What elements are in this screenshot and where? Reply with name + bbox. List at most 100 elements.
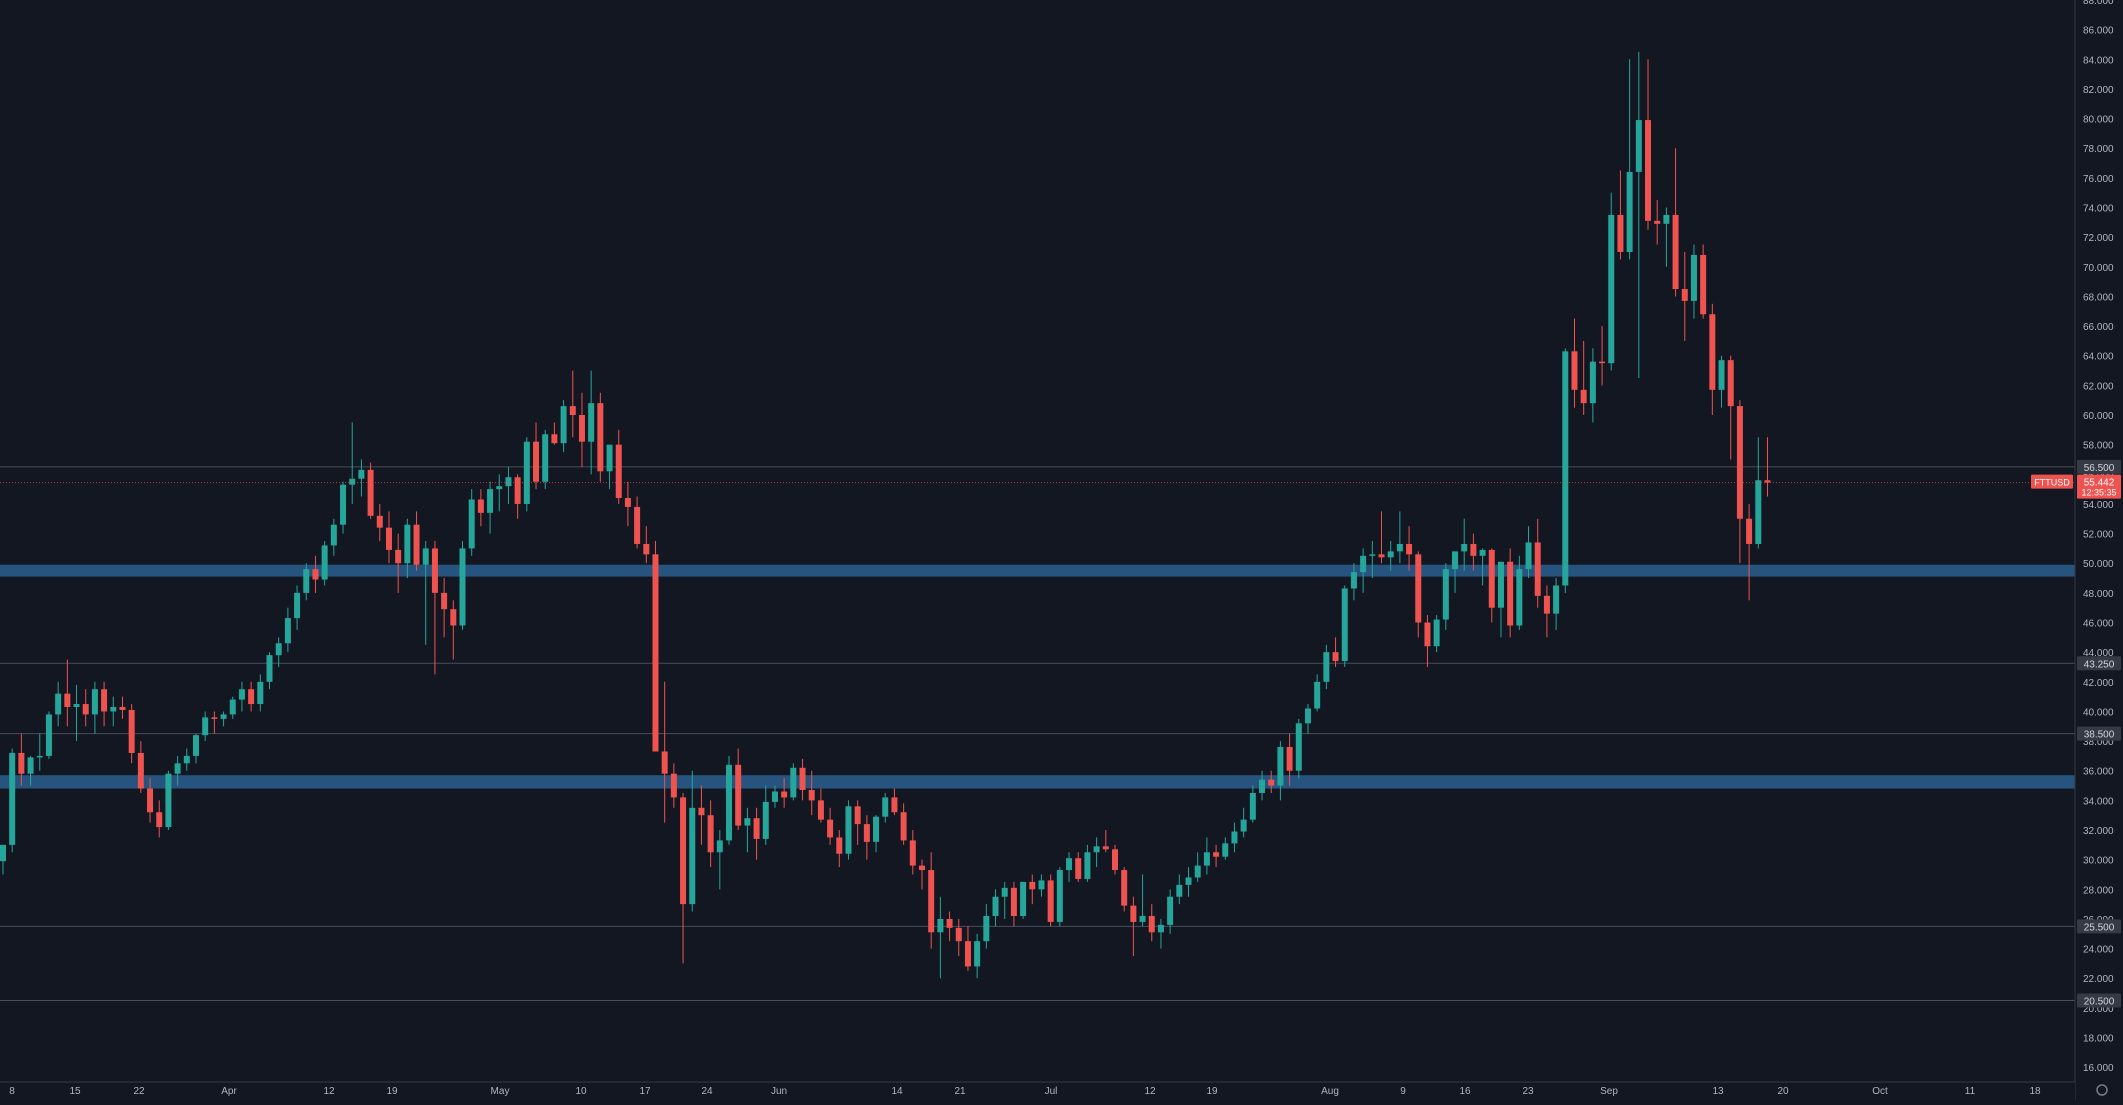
candle[interactable] (1488, 548, 1495, 623)
candle[interactable] (992, 889, 999, 927)
candle[interactable] (1332, 637, 1339, 667)
candle[interactable] (909, 830, 916, 875)
candle[interactable] (937, 896, 944, 979)
candle[interactable] (1222, 837, 1229, 860)
candle[interactable] (303, 563, 310, 601)
candle[interactable] (165, 770, 172, 831)
candles-layer[interactable] (0, 51, 1771, 979)
candle[interactable] (689, 770, 696, 912)
candle[interactable] (248, 681, 255, 712)
candle[interactable] (450, 600, 457, 660)
candle[interactable] (1259, 770, 1266, 801)
candle[interactable] (1066, 852, 1073, 882)
candle[interactable] (1709, 303, 1716, 416)
candle[interactable] (1553, 578, 1560, 630)
candle[interactable] (744, 807, 751, 853)
candle[interactable] (119, 696, 126, 719)
candle[interactable] (1286, 733, 1293, 786)
candle[interactable] (340, 481, 347, 534)
candle[interactable] (1029, 874, 1036, 905)
candle[interactable] (36, 733, 43, 771)
candle[interactable] (257, 674, 264, 712)
candle[interactable] (624, 481, 631, 527)
candle[interactable] (560, 400, 567, 453)
candle[interactable] (459, 541, 466, 630)
candle[interactable] (1479, 548, 1486, 586)
candle[interactable] (275, 637, 282, 667)
candle[interactable] (854, 800, 861, 845)
candle[interactable] (1093, 837, 1100, 868)
candle[interactable] (1084, 844, 1091, 882)
candle[interactable] (211, 711, 218, 734)
candle[interactable] (1203, 837, 1210, 875)
candle[interactable] (1350, 563, 1357, 601)
candle[interactable] (523, 437, 530, 512)
candle[interactable] (395, 533, 402, 593)
candle[interactable] (1700, 244, 1707, 319)
candle[interactable] (496, 474, 503, 512)
candle[interactable] (192, 733, 199, 764)
candle[interactable] (229, 696, 236, 719)
candle[interactable] (1194, 852, 1201, 882)
candle[interactable] (974, 933, 981, 979)
candle[interactable] (202, 711, 209, 742)
candle[interactable] (1047, 874, 1054, 927)
candle[interactable] (670, 763, 677, 808)
candle[interactable] (1102, 830, 1109, 853)
candle[interactable] (404, 518, 411, 579)
candle[interactable] (1148, 904, 1155, 942)
candle[interactable] (505, 466, 512, 504)
gear-icon[interactable] (2096, 1084, 2108, 1096)
candle[interactable] (312, 555, 319, 593)
candle[interactable] (919, 859, 925, 890)
candle[interactable] (1534, 518, 1541, 608)
candle[interactable] (1580, 340, 1587, 416)
candle[interactable] (771, 785, 778, 808)
candle[interactable] (1507, 548, 1514, 638)
candle[interactable] (1755, 437, 1762, 549)
candle[interactable] (1341, 585, 1348, 667)
candle[interactable] (514, 474, 521, 519)
candle[interactable] (220, 711, 227, 727)
candle[interactable] (330, 518, 337, 556)
candle[interactable] (1681, 251, 1688, 341)
candle[interactable] (1470, 533, 1477, 571)
candle[interactable] (1461, 518, 1468, 571)
candle[interactable] (1452, 551, 1459, 593)
candle[interactable] (1525, 526, 1532, 579)
candle[interactable] (1001, 881, 1008, 919)
candle[interactable] (1130, 896, 1137, 957)
candle[interactable] (349, 422, 356, 504)
candle[interactable] (1387, 541, 1394, 571)
candle[interactable] (1442, 563, 1449, 630)
candle[interactable] (1231, 822, 1238, 853)
candle[interactable] (27, 755, 34, 786)
candle[interactable] (128, 704, 135, 764)
candle[interactable] (1406, 526, 1413, 571)
candle[interactable] (1589, 348, 1596, 423)
candle[interactable] (1690, 244, 1697, 319)
candle[interactable] (82, 689, 89, 727)
candle[interactable] (1645, 59, 1652, 230)
candle[interactable] (376, 503, 383, 541)
candle[interactable] (680, 792, 687, 964)
candle[interactable] (9, 748, 16, 853)
candle[interactable] (735, 748, 742, 831)
candle[interactable] (1185, 867, 1192, 897)
candle[interactable] (1020, 881, 1027, 919)
time-axis[interactable]: 8 15 22 Apr 12 19 May 10 17 24 Jun 14 21 Jul 12 19 Aug 9 1… (0, 1081, 2075, 1100)
candle[interactable] (1736, 400, 1743, 564)
candle[interactable] (1295, 718, 1302, 779)
candle[interactable] (147, 778, 154, 823)
candle[interactable] (1010, 881, 1017, 927)
candle[interactable] (110, 696, 117, 727)
candle[interactable] (615, 429, 622, 504)
candle[interactable] (1497, 561, 1504, 638)
candle[interactable] (836, 830, 843, 868)
candle[interactable] (964, 926, 971, 971)
candle[interactable] (882, 792, 889, 823)
candle[interactable] (1746, 503, 1753, 601)
candle[interactable] (1718, 355, 1725, 408)
candle[interactable] (808, 770, 815, 816)
